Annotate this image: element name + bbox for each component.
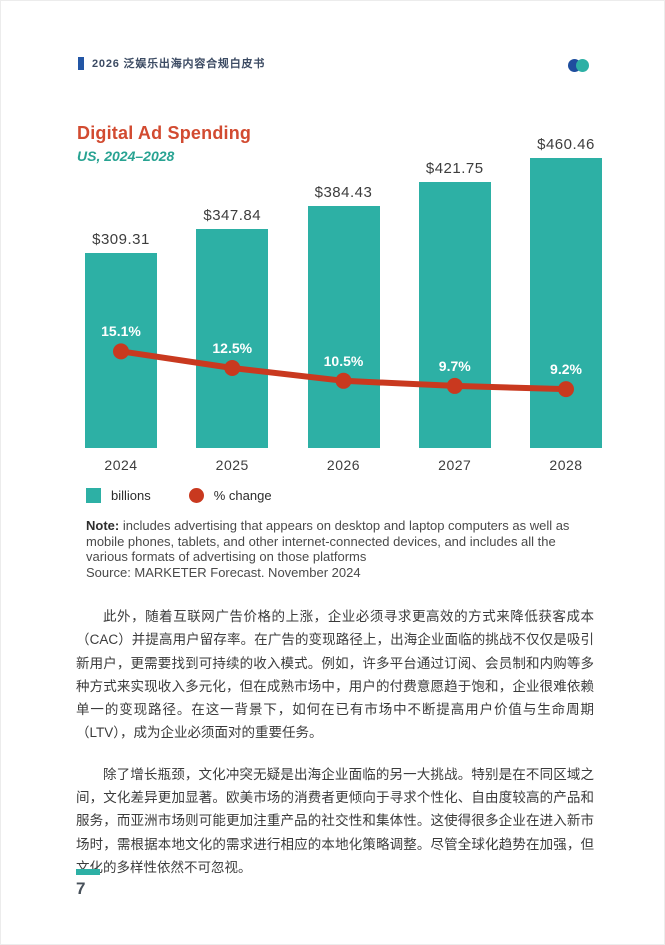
chart-legend: billions % change [86, 488, 272, 503]
logo-teal-circle [576, 59, 589, 72]
bar-value-label-2025: $347.84 [203, 206, 262, 224]
chart-title: Digital Ad Spending [77, 123, 252, 143]
chart-plot: $309.31 15.1% $347.84 12.5% $384.43 10.5% $421… [85, 133, 602, 448]
body-text: 此外，随着互联网广告价格的上涨，企业必须寻求更高效的方式来降低获客成本（CAC）… [76, 605, 594, 879]
chart-subtitle: US, 2024–2028 [77, 148, 175, 164]
x-axis-label-2028: 2028 [549, 457, 583, 473]
legend-swatch-billions [86, 488, 101, 503]
paragraph-2: 除了增长瓶颈，文化冲突无疑是出海企业面临的另一大挑战。特别是在不同区域之间，文化… [76, 766, 594, 875]
document-title: 2026 泛娱乐出海内容合规白皮书 [92, 58, 266, 70]
note-text: includes advertising that appears on des… [86, 518, 570, 564]
pct-change-label-2025: 12.5% [212, 340, 253, 356]
footer-accent-bar [76, 869, 100, 875]
bar-2027 [418, 182, 491, 448]
bar-2025 [196, 228, 269, 448]
chart-note: Note: includes advertising that appears … [86, 518, 586, 580]
pct-change-marker-2024 [113, 343, 129, 360]
bar-value-label-2026: $384.43 [314, 183, 373, 201]
page-number: 7 [76, 879, 86, 898]
legend-swatch-pct-change [188, 488, 204, 503]
note-label: Note: [86, 518, 120, 533]
note-text-line: Note: includes advertising that appears … [86, 518, 586, 565]
bar-value-label-2027: $421.75 [425, 160, 484, 178]
bar-value-label-2024: $309.31 [92, 231, 150, 249]
brand-logo-icon [568, 59, 592, 72]
pct-change-label-2027: 9.7% [438, 357, 471, 374]
pct-change-label-2028: 9.2% [550, 361, 582, 378]
bar-value-label-2028: $460.46 [537, 136, 595, 153]
legend-label-pct-change: % change [213, 488, 272, 503]
header-accent-bar [78, 56, 84, 70]
bar-2026 [307, 205, 380, 448]
x-axis-label-2027: 2027 [438, 457, 472, 473]
page-header: 2026 泛娱乐出海内容合规白皮书 [78, 55, 265, 71]
pct-change-label-2024: 15.1% [101, 323, 141, 340]
pct-change-label-2026: 10.5% [323, 352, 364, 369]
legend-label-billions: billions [111, 488, 151, 503]
bar-2028 [530, 158, 602, 448]
paragraph-1: 此外，随着互联网广告价格的上涨，企业必须寻求更高效的方式来降低获客成本（CAC）… [76, 609, 594, 741]
x-axis-label-2025: 2025 [215, 457, 249, 473]
x-axis-label-2024: 2024 [104, 457, 138, 473]
pct-change-line-layer [113, 343, 574, 398]
source-text: Source: MARKETER Forecast. November 2024 [86, 564, 361, 580]
pct-change-marker-2027 [446, 377, 463, 394]
pct-change-marker-2025 [224, 360, 241, 376]
pct-change-marker-2026 [335, 372, 352, 389]
pct-change-marker-2028 [558, 381, 574, 398]
x-axis-label-2026: 2026 [326, 457, 361, 473]
chart-x-axis-labels: 2024 2025 2026 2027 2028 [85, 457, 602, 475]
